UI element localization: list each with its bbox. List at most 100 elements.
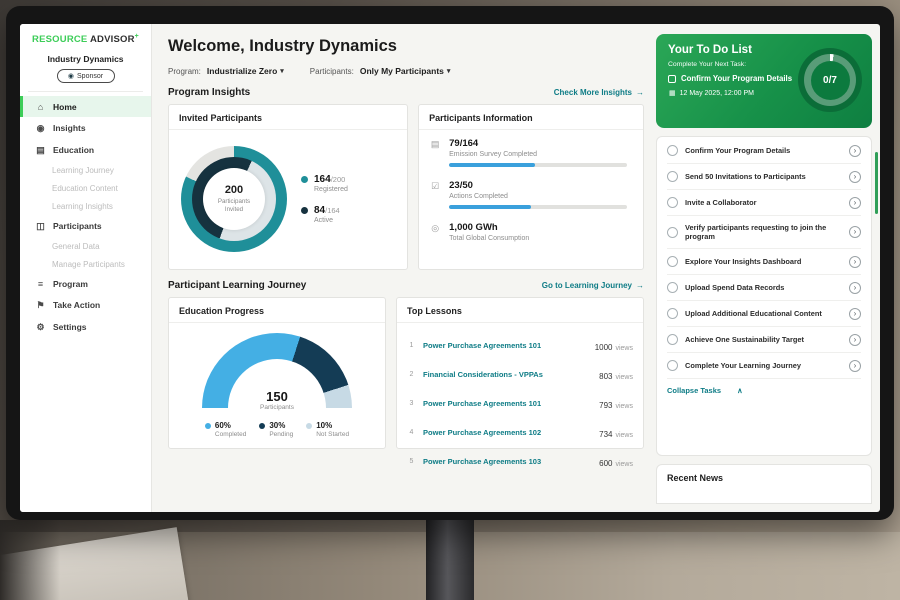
- chevron-right-icon[interactable]: ›: [849, 333, 861, 346]
- chevron-right-icon[interactable]: ›: [849, 307, 861, 320]
- program-select[interactable]: Industrialize Zero ▾: [207, 66, 284, 76]
- donut-legend: 164/200 Registered 84/164 Active: [301, 174, 348, 224]
- sidebar-item-learning-insights[interactable]: Learning Insights: [52, 201, 113, 211]
- task-item[interactable]: Upload Additional Educational Content ›: [667, 301, 861, 328]
- sidebar-item-take-action[interactable]: ⚑ Take Action: [20, 294, 151, 316]
- collapse-tasks-link[interactable]: Collapse Tasks ∧: [667, 386, 743, 396]
- sidebar-item-home[interactable]: ⌂ Home: [20, 96, 151, 118]
- settings-icon: ⚙: [36, 321, 45, 332]
- arrow-right-icon: →: [636, 88, 644, 97]
- participants-select[interactable]: Only My Participants ▾: [360, 66, 451, 76]
- task-checkbox[interactable]: [667, 171, 678, 182]
- sidebar-item-program[interactable]: ≡ Program: [20, 273, 151, 294]
- actions-icon: ☑: [431, 181, 440, 191]
- insights-icon: ◉: [36, 122, 45, 133]
- survey-icon: ▤: [430, 139, 440, 149]
- task-item[interactable]: Explore Your Insights Dashboard ›: [667, 249, 861, 276]
- check-more-insights-link[interactable]: Check More Insights →: [554, 88, 644, 97]
- page-title: Welcome, Industry Dynamics: [168, 37, 397, 55]
- lesson-row: 1 Power Purchase Agreements 101 1000 view…: [409, 341, 633, 352]
- sidebar-item-label: Participants: [53, 221, 102, 232]
- task-item[interactable]: Invite a Collaborator ›: [667, 190, 861, 216]
- sidebar-item-insights[interactable]: ◉ Insights: [20, 117, 151, 139]
- legend-dot-navy: [301, 207, 308, 214]
- sidebar-item-label: Insights: [53, 123, 86, 134]
- due-date: 12 May 2025, 12:00 PM: [679, 89, 754, 97]
- participants-filter-label: Participants:: [309, 66, 354, 76]
- filter-bar: Program: Industrialize Zero ▾ Participan…: [168, 66, 644, 76]
- card-title: Top Lessons: [397, 298, 643, 323]
- chevron-right-icon[interactable]: ›: [849, 196, 861, 209]
- arrow-right-icon: →: [636, 281, 644, 290]
- task-item[interactable]: Complete Your Learning Journey ›: [667, 353, 861, 380]
- chevron-right-icon[interactable]: ›: [849, 226, 861, 239]
- chevron-right-icon[interactable]: ›: [849, 144, 861, 157]
- sidebar-item-participants[interactable]: ◫ Participants: [20, 215, 151, 237]
- donut-center-label: Participants Invited: [217, 198, 251, 213]
- calendar-icon: ▦: [669, 90, 676, 97]
- education-icon: ▤: [36, 144, 45, 155]
- sidebar-item-settings[interactable]: ⚙ Settings: [20, 316, 151, 338]
- dashboard-screen: RESOURCE ADVISOR+ Industry Dynamics ◉ Sp…: [20, 24, 880, 512]
- task-item[interactable]: Achieve One Sustainability Target ›: [667, 327, 861, 354]
- legend-item-registered: 164/200 Registered: [301, 174, 348, 193]
- next-task-label: Confirm Your Program Details: [681, 74, 793, 83]
- task-checkbox[interactable]: [667, 226, 678, 238]
- task-checkbox[interactable]: [667, 360, 678, 372]
- legend-dot-teal: [301, 176, 308, 183]
- sidebar-item-manage-participants[interactable]: Manage Participants: [52, 259, 125, 269]
- learning-journey-title: Participant Learning Journey: [168, 280, 307, 291]
- lesson-link[interactable]: Financial Considerations - VPPAs: [423, 370, 543, 379]
- gauge-legend: 60% Completed 30% Pending 10% Not Started: [179, 421, 375, 438]
- recent-news-card: Recent News: [656, 464, 872, 504]
- program-icon: ≡: [37, 278, 44, 289]
- sidebar-item-learning-journey[interactable]: Learning Journey: [52, 165, 114, 175]
- consumption-icon: ◎: [431, 223, 440, 233]
- collapse-icon: ∧: [737, 386, 743, 396]
- lesson-link[interactable]: Power Purchase Agreements 103: [423, 457, 542, 466]
- program-insights-title: Program Insights: [168, 87, 251, 98]
- task-checkbox[interactable]: [667, 197, 678, 208]
- scrollbar[interactable]: [875, 152, 878, 214]
- task-checkbox[interactable]: [667, 256, 678, 268]
- task-checkbox[interactable]: [667, 308, 678, 320]
- link-text: Check More Insights: [553, 88, 632, 97]
- legend-dot-completed: [204, 423, 211, 429]
- go-to-learning-journey-link[interactable]: Go to Learning Journey →: [542, 281, 644, 290]
- task-item[interactable]: Upload Spend Data Records ›: [667, 275, 861, 302]
- lesson-link[interactable]: Power Purchase Agreements 102: [423, 428, 542, 437]
- lesson-link[interactable]: Power Purchase Agreements 101: [423, 399, 542, 408]
- shadow-edge: [0, 520, 60, 600]
- top-lessons-card: Top Lessons 1 Power Purchase Agreements …: [396, 297, 644, 468]
- todo-column: Your To Do List Complete Your Next Task:…: [654, 24, 880, 512]
- task-item[interactable]: Confirm Your Program Details ›: [667, 138, 861, 164]
- chevron-down-icon: ▾: [280, 68, 284, 75]
- progress-bar: [449, 205, 627, 209]
- lesson-row: 4 Power Purchase Agreements 102 734 views: [409, 428, 633, 439]
- chevron-right-icon[interactable]: ›: [849, 281, 861, 294]
- todo-progress-ring: 0/7: [798, 48, 862, 112]
- sidebar-item-general-data[interactable]: General Data: [52, 241, 100, 251]
- task-item[interactable]: Send 50 Invitations to Participants ›: [667, 164, 861, 190]
- task-checkbox[interactable]: [667, 334, 678, 346]
- todo-title: Your To Do List: [668, 44, 752, 56]
- sidebar-item-education-content[interactable]: Education Content: [52, 183, 118, 193]
- task-checkbox[interactable]: [667, 282, 678, 294]
- next-task-checkbox[interactable]: [668, 74, 676, 83]
- task-checkbox[interactable]: [667, 145, 678, 156]
- sidebar-divider: [28, 91, 143, 93]
- sponsor-badge[interactable]: ◉ Sponsor: [56, 69, 115, 84]
- task-item[interactable]: Verify participants requesting to join t…: [667, 216, 861, 250]
- lesson-row: 2 Financial Considerations - VPPAs 803 vi…: [409, 370, 633, 381]
- chevron-right-icon[interactable]: ›: [849, 359, 861, 372]
- sponsor-label: Sponsor: [77, 72, 104, 80]
- todo-summary-card: Your To Do List Complete Your Next Task:…: [656, 34, 872, 128]
- legend-dot-pending: [259, 423, 266, 429]
- lesson-link[interactable]: Power Purchase Agreements 101: [423, 341, 542, 350]
- info-row-survey: ▤ 79/164 Emission Survey Completed: [429, 138, 633, 167]
- monitor-bezel: RESOURCE ADVISOR+ Industry Dynamics ◉ Sp…: [6, 6, 894, 520]
- chevron-right-icon[interactable]: ›: [849, 255, 861, 268]
- legend-dot-not-started: [306, 423, 313, 429]
- sidebar-item-education[interactable]: ▤ Education: [20, 139, 151, 161]
- chevron-right-icon[interactable]: ›: [849, 170, 861, 183]
